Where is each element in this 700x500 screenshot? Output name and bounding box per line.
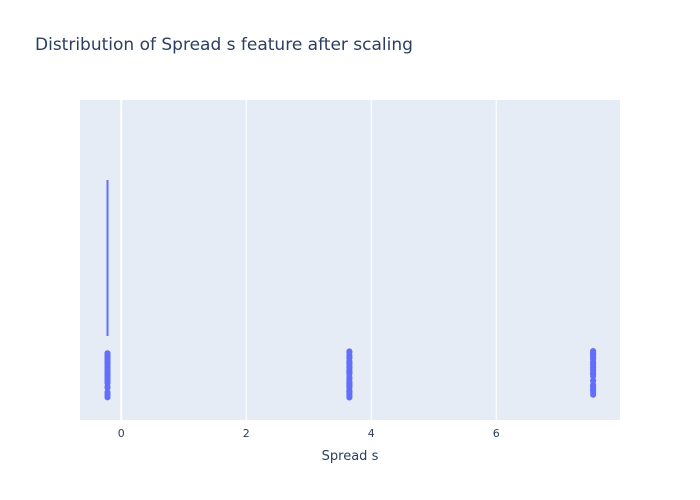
data-point <box>346 360 353 367</box>
data-point <box>590 369 597 376</box>
data-point <box>590 360 597 367</box>
x-tick-label: 6 <box>493 427 500 440</box>
data-point <box>346 355 353 362</box>
data-point <box>104 389 111 396</box>
data-point <box>590 351 597 358</box>
data-point <box>104 367 111 374</box>
data-point <box>104 378 111 385</box>
box-trace <box>104 180 597 401</box>
data-point <box>104 358 111 365</box>
x-tick-label: 2 <box>243 427 250 440</box>
data-point <box>346 379 353 386</box>
data-point <box>590 389 597 396</box>
x-tick-label: 4 <box>368 427 375 440</box>
data-point <box>590 378 597 385</box>
data-point <box>346 370 353 377</box>
data-point <box>346 394 353 401</box>
data-point <box>346 388 353 395</box>
data-point <box>346 349 353 356</box>
gridlines <box>120 100 497 420</box>
x-tick-label: 0 <box>118 427 125 440</box>
data-point <box>104 350 111 357</box>
chart-title: Distribution of Spread s feature after s… <box>35 35 413 55</box>
x-tick-labels: 0 2 4 6 <box>118 427 500 440</box>
x-axis-title: Spread s <box>322 449 379 464</box>
data-point <box>590 364 597 371</box>
